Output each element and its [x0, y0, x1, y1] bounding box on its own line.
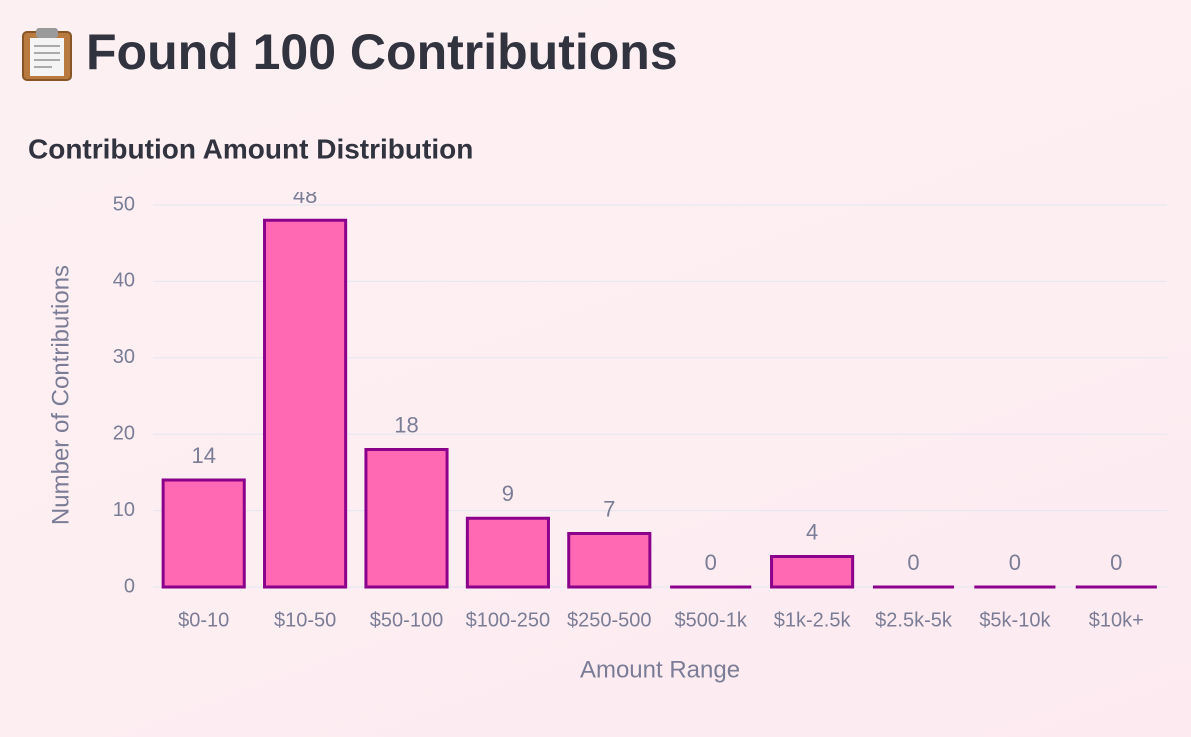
- x-tick-label: $10k+: [1089, 609, 1144, 631]
- value-label: 18: [394, 412, 418, 437]
- value-label: 9: [502, 481, 514, 506]
- y-tick-label: 0: [124, 575, 135, 597]
- y-tick-label: 20: [113, 422, 135, 444]
- y-tick-label: 10: [113, 499, 135, 521]
- bar: [364, 447, 449, 589]
- y-tick-label: 40: [113, 270, 135, 292]
- value-label: 0: [705, 550, 717, 575]
- value-label: 0: [907, 550, 919, 575]
- y-tick-label: 30: [113, 346, 135, 368]
- value-label: 0: [1009, 550, 1021, 575]
- x-axis-title: Amount Range: [580, 656, 740, 683]
- page-title: Found 100 Contributions: [86, 24, 678, 80]
- bar: [567, 532, 652, 589]
- value-label: 4: [806, 519, 818, 544]
- y-tick-label: 50: [113, 193, 135, 215]
- x-tick-label: $250-500: [567, 609, 652, 631]
- value-label: 7: [603, 496, 615, 521]
- chart-title: Contribution Amount Distribution: [28, 133, 473, 164]
- bar: [263, 218, 348, 589]
- clipboard-icon: [22, 28, 72, 81]
- x-tick-label: $5k-10k: [979, 609, 1051, 631]
- x-tick-label: $10-50: [274, 609, 336, 631]
- bar: [161, 478, 246, 589]
- x-tick-label: $500-1k: [675, 609, 748, 631]
- x-tick-label: $100-250: [466, 609, 551, 631]
- bar: [770, 554, 855, 589]
- x-tick-label: $0-10: [178, 609, 229, 631]
- x-tick-label: $50-100: [370, 609, 443, 631]
- value-label: 14: [191, 443, 215, 468]
- x-tick-label: $2.5k-5k: [875, 609, 953, 631]
- y-axis-title: Number of Contributions: [47, 265, 74, 525]
- bar: [465, 516, 550, 589]
- x-tick-label: $1k-2.5k: [774, 609, 852, 631]
- value-label: 48: [293, 183, 317, 208]
- value-label: 0: [1110, 550, 1122, 575]
